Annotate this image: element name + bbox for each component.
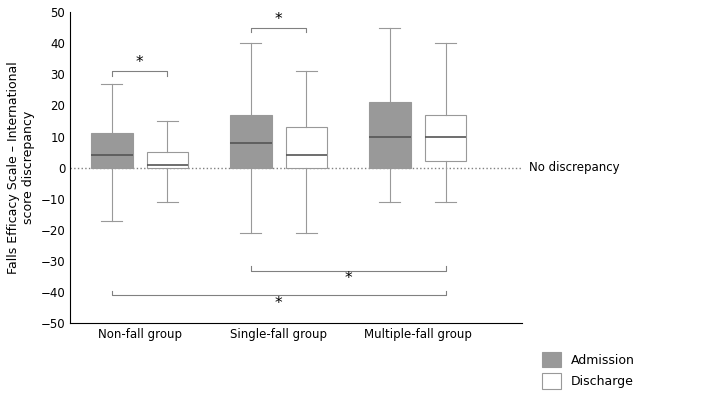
PathPatch shape — [286, 127, 328, 168]
Y-axis label: Falls Efficacy Scale – International
score discrepancy: Falls Efficacy Scale – International sco… — [7, 61, 35, 274]
Text: *: * — [344, 272, 352, 286]
PathPatch shape — [369, 102, 411, 168]
PathPatch shape — [91, 134, 133, 168]
Text: *: * — [275, 296, 283, 311]
PathPatch shape — [425, 115, 466, 162]
PathPatch shape — [230, 115, 272, 168]
Legend: Admission, Discharge: Admission, Discharge — [537, 347, 640, 394]
Text: *: * — [275, 12, 283, 26]
Text: *: * — [136, 55, 144, 70]
Text: No discrepancy: No discrepancy — [529, 161, 620, 174]
PathPatch shape — [146, 152, 188, 168]
